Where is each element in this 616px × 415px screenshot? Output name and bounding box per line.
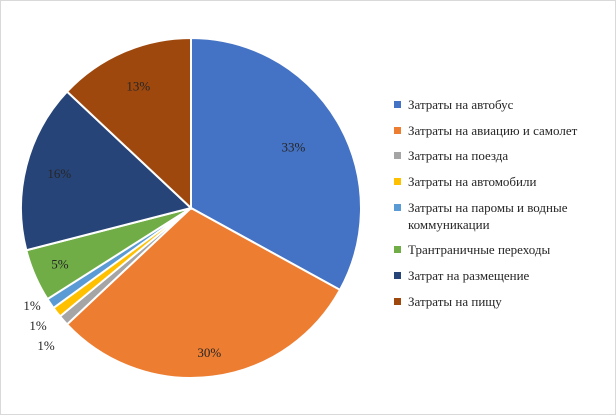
legend-swatch-7 xyxy=(394,272,401,279)
legend-swatch-2 xyxy=(394,127,401,134)
legend-swatch-8 xyxy=(394,298,401,305)
legend-swatch-1 xyxy=(394,101,401,108)
legend-entry-3: Затраты на поезда xyxy=(392,147,607,164)
legend-swatch-4 xyxy=(394,178,401,185)
legend-label-2: Затраты на авиацию и самолет xyxy=(408,123,578,138)
legend-label-7: Затрат на размещение xyxy=(408,268,530,283)
legend-label-8: Затраты на пищу xyxy=(408,294,502,309)
legend-entry-6: Трантраничные переходы xyxy=(392,241,607,258)
data-label-4: 1% xyxy=(29,318,47,333)
legend-entry-2: Затраты на авиацию и самолет xyxy=(392,122,607,139)
legend-entry-8: Затраты на пищу xyxy=(392,293,607,310)
data-label-1: 33% xyxy=(282,139,306,154)
pie-slice-8 xyxy=(65,36,192,211)
pie-slice-2 xyxy=(65,206,342,379)
data-label-7: 16% xyxy=(47,166,71,181)
legend-entry-4: Затраты на автомобили xyxy=(392,173,607,190)
data-label-6: 5% xyxy=(51,257,69,272)
legend: Затраты на автобус Затраты на авиацию и с… xyxy=(392,96,607,319)
data-label-8: 13% xyxy=(126,78,150,93)
legend-label-5: Затраты на паромы и водные коммуникации xyxy=(408,200,568,232)
legend-label-3: Затраты на поезда xyxy=(408,148,509,163)
legend-swatch-5 xyxy=(394,204,401,211)
data-label-2: 30% xyxy=(197,345,221,360)
pie-slice-1 xyxy=(190,36,362,292)
legend-label-4: Затраты на автомобили xyxy=(408,174,537,189)
pie-slice-7 xyxy=(20,90,194,252)
legend-entry-1: Затраты на автобус xyxy=(392,96,607,113)
legend-label-1: Затраты на автобус xyxy=(408,97,514,112)
data-label-3: 1% xyxy=(37,338,55,353)
legend-swatch-3 xyxy=(394,152,401,159)
legend-entry-7: Затрат на размещение xyxy=(392,267,607,284)
data-label-5: 1% xyxy=(23,298,41,313)
legend-swatch-6 xyxy=(394,246,401,253)
legend-label-6: Трантраничные переходы xyxy=(408,242,551,257)
legend-entry-5: Затраты на паромы и водные коммуникации xyxy=(392,199,607,233)
